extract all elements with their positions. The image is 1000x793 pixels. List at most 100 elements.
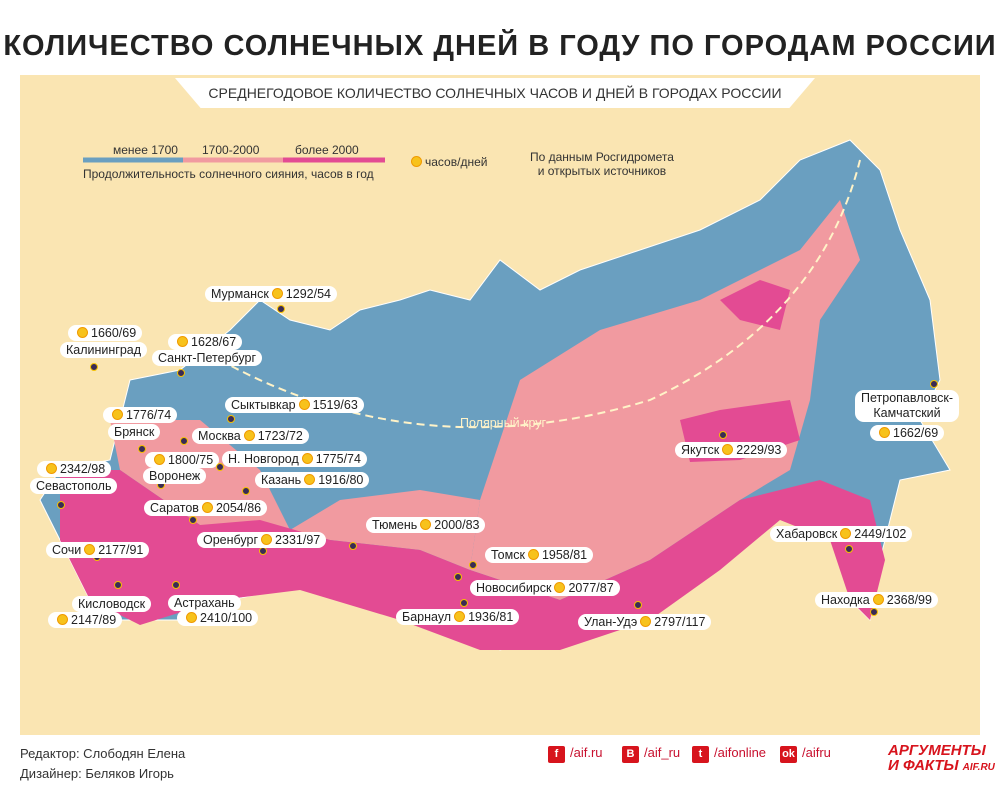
city-marker: [469, 561, 477, 569]
twitter-icon: t: [692, 746, 709, 763]
city-name: Астрахань: [174, 596, 235, 610]
city-label: Москва 1723/72: [192, 428, 309, 444]
city-name-label: Севастополь: [30, 478, 118, 494]
sun-icon: [243, 430, 255, 441]
social-label: /aifonline: [714, 745, 767, 760]
sun-icon: [420, 519, 432, 530]
city-name: Н. Новгород: [228, 452, 299, 466]
city-name-label: Воронеж: [143, 468, 207, 484]
city-name: Кисловодск: [78, 597, 146, 611]
city-name: Оренбург: [203, 533, 259, 547]
facebook-icon: f: [548, 746, 565, 763]
city-name: Мурманск: [211, 287, 269, 301]
sun-icon: [872, 594, 884, 605]
city-marker: [242, 487, 250, 495]
social-label: /aifru: [802, 745, 831, 760]
city-value: 1519/63: [312, 398, 358, 412]
city-marker: [460, 599, 468, 607]
city-marker: [930, 380, 938, 388]
sun-icon: [879, 427, 890, 438]
sun-icon: [454, 611, 466, 622]
social-link[interactable]: t/aifonline: [692, 745, 766, 763]
legend-range-label: менее 1700: [113, 143, 178, 157]
city-name: Улан-Удэ: [584, 615, 638, 629]
city-marker: [114, 581, 122, 589]
city-name: Камчатский: [873, 406, 941, 420]
social-link[interactable]: f/aif.ru: [548, 745, 603, 763]
city-label: Тюмень 2000/83: [366, 517, 486, 533]
city-value: 1628/67: [191, 335, 237, 349]
social-label: /aif_ru: [644, 745, 681, 760]
sun-icon: [411, 156, 422, 167]
city-label: Улан-Удэ 2797/117: [578, 614, 712, 630]
city-value-label: 1800/75: [145, 452, 220, 468]
city-value-label: 2342/98: [37, 461, 112, 477]
sun-icon: [154, 454, 165, 465]
legend-range-label: более 2000: [295, 143, 359, 157]
logo-line: И ФАКТЫ: [888, 757, 959, 774]
social-link[interactable]: ok/aifru: [780, 745, 831, 763]
city-value-label: 1628/67: [168, 334, 243, 350]
sun-icon: [554, 582, 566, 593]
sun-icon: [177, 336, 188, 347]
city-marker: [90, 363, 98, 371]
city-name: Санкт-Петербург: [158, 351, 257, 365]
city-value: 1800/75: [168, 453, 214, 467]
city-name: Воронеж: [149, 469, 201, 483]
city-value-label: 2147/89: [48, 612, 123, 628]
city-name: Казань: [261, 473, 302, 487]
designer-credit: Дизайнер: Беляков Игорь: [20, 766, 174, 781]
city-value: 1958/81: [541, 548, 588, 562]
city-name-label: Калининград: [60, 342, 148, 358]
city-value-label: 1776/74: [103, 407, 178, 423]
city-name: Барнаул: [402, 610, 452, 624]
city-label: Новосибирск 2077/87: [470, 580, 620, 596]
logo-site: AIF.RU: [962, 762, 995, 773]
city-marker: [177, 369, 185, 377]
city-marker: [845, 545, 853, 553]
sun-icon: [57, 614, 68, 625]
sun-icon: [301, 453, 313, 464]
city-label: Сыктывкар 1519/63: [225, 397, 364, 413]
city-value: 1916/80: [318, 473, 364, 487]
city-name: Петропавловск-: [861, 391, 953, 405]
city-marker: [172, 581, 180, 589]
city-label: Барнаул 1936/81: [396, 609, 520, 625]
city-marker: [138, 445, 146, 453]
city-label: Мурманск 1292/54: [205, 286, 337, 302]
city-name: Севастополь: [36, 479, 112, 493]
sun-icon: [722, 444, 734, 455]
sun-icon: [201, 502, 213, 513]
city-value: 2410/100: [200, 611, 253, 625]
city-value: 1723/72: [257, 429, 303, 443]
city-name: Находка: [821, 593, 870, 607]
city-label: Н. Новгород 1775/74: [222, 451, 367, 467]
city-value-label: 1660/69: [68, 325, 143, 341]
city-marker: [277, 305, 285, 313]
city-marker: [189, 516, 197, 524]
city-marker: [216, 463, 224, 471]
city-marker: [57, 501, 65, 509]
sun-icon: [527, 549, 539, 560]
aif-logo: АРГУМЕНТЫ И ФАКТЫ AIF.RU: [888, 743, 995, 775]
city-value: 2054/86: [215, 501, 262, 515]
source-line: По данным Росгидромета: [530, 150, 674, 164]
sun-icon: [112, 409, 123, 420]
sun-icon: [186, 612, 197, 623]
sun-icon: [840, 528, 852, 539]
city-marker: [227, 415, 235, 423]
city-name-label: Кисловодск: [72, 596, 152, 612]
city-label: Саратов 2054/86: [144, 500, 268, 516]
city-name: Сыктывкар: [231, 398, 296, 412]
city-name-label: Санкт-Петербург: [152, 350, 263, 366]
sun-icon: [77, 327, 88, 338]
city-label: Находка 2368/99: [815, 592, 938, 608]
city-value: 2331/97: [275, 533, 321, 547]
city-value: 1936/81: [468, 610, 514, 624]
city-value-label: 1662/69: [870, 425, 945, 441]
city-value: 2368/99: [886, 593, 932, 607]
city-label: Сочи 2177/91: [46, 542, 150, 558]
city-label: Казань 1916/80: [255, 472, 370, 488]
city-label: Оренбург 2331/97: [197, 532, 327, 548]
social-link[interactable]: B/aif_ru: [622, 745, 680, 763]
